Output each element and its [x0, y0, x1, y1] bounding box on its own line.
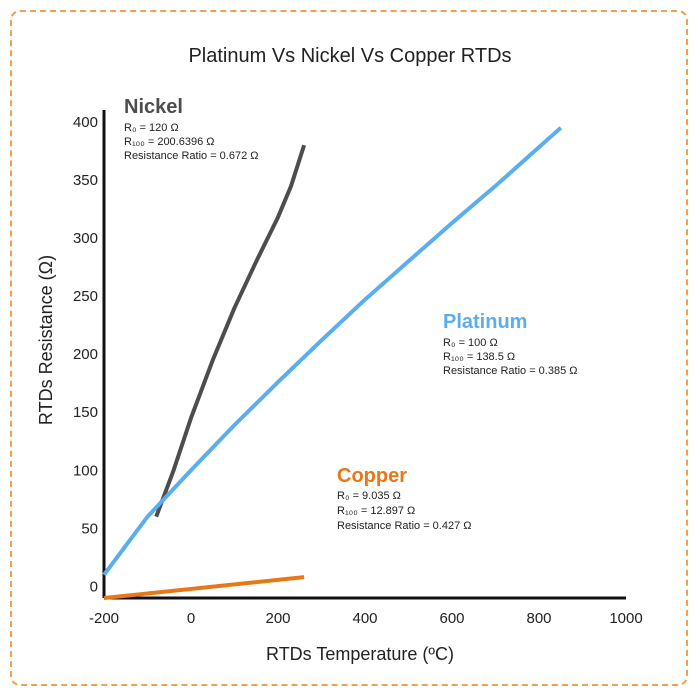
copper-r0: R₀ = 9.035 Ω — [337, 490, 401, 502]
y-axis-label: RTDs Resistance (Ω) — [36, 255, 56, 425]
platinum-r0: R₀ = 100 Ω — [443, 337, 498, 349]
y-tick-labels: 0 50 100 150 200 250 300 350 400 — [73, 114, 98, 595]
series-lines — [102, 126, 563, 600]
x-tick-labels: -200 0 200 400 600 800 1000 — [89, 610, 643, 627]
y-tick-label: 50 — [81, 520, 98, 537]
y-tick-label: 350 — [73, 172, 98, 189]
axes — [102, 110, 626, 600]
x-axis-label: RTDs Temperature (ºC) — [266, 644, 454, 664]
platinum-series-line — [102, 126, 563, 576]
copper-series-line — [103, 575, 305, 600]
nickel-ratio: Resistance Ratio = 0.672 Ω — [124, 150, 259, 162]
y-tick-label: 300 — [73, 230, 98, 247]
chart-title: Platinum Vs Nickel Vs Copper RTDs — [188, 45, 511, 67]
x-tick-label: 800 — [526, 610, 551, 627]
nickel-series-label: Nickel — [124, 96, 183, 118]
y-tick-label: 200 — [73, 346, 98, 363]
platinum-series-label: Platinum — [443, 311, 527, 333]
nickel-annotation: Nickel R₀ = 120 Ω R₁₀₀ = 200.6396 Ω Resi… — [124, 96, 259, 162]
y-tick-label: 400 — [73, 114, 98, 131]
y-tick-label: 0 — [90, 578, 98, 595]
x-tick-label: -200 — [89, 610, 119, 627]
x-tick-label: 1000 — [609, 610, 642, 627]
copper-r100: R₁₀₀ = 12.897 Ω — [337, 505, 415, 517]
x-tick-label: 600 — [439, 610, 464, 627]
platinum-ratio: Resistance Ratio = 0.385 Ω — [443, 365, 578, 377]
y-tick-label: 150 — [73, 404, 98, 421]
platinum-annotation: Platinum R₀ = 100 Ω R₁₀₀ = 138.5 Ω Resis… — [443, 311, 578, 377]
y-tick-label: 100 — [73, 462, 98, 479]
copper-annotation: Copper R₀ = 9.035 Ω R₁₀₀ = 12.897 Ω Resi… — [337, 465, 472, 532]
y-tick-label: 250 — [73, 288, 98, 305]
platinum-r100: R₁₀₀ = 138.5 Ω — [443, 351, 515, 363]
copper-ratio: Resistance Ratio = 0.427 Ω — [337, 520, 472, 532]
chart-frame — [10, 10, 688, 686]
copper-series-label: Copper — [337, 465, 407, 487]
x-tick-label: 400 — [352, 610, 377, 627]
nickel-r100: R₁₀₀ = 200.6396 Ω — [124, 136, 214, 148]
x-tick-label: 200 — [265, 610, 290, 627]
nickel-series-line — [154, 144, 307, 518]
nickel-r0: R₀ = 120 Ω — [124, 122, 179, 134]
x-tick-label: 0 — [187, 610, 195, 627]
